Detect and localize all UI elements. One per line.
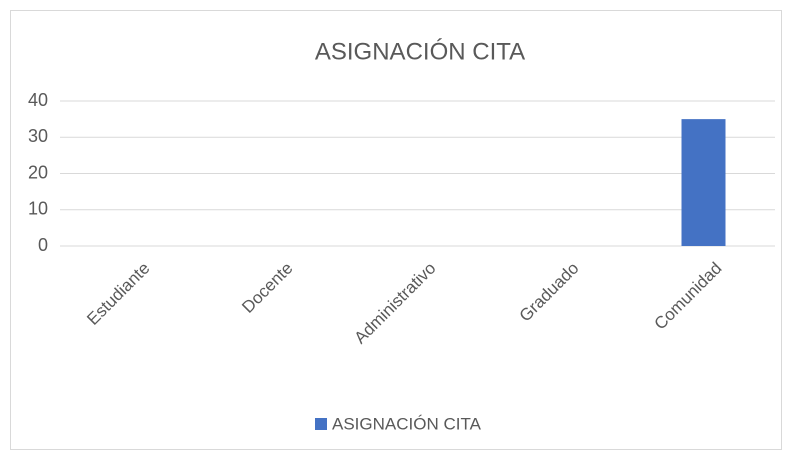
chart-border: [10, 10, 782, 450]
y-tick-label: 20: [28, 162, 48, 182]
y-tick-label: 10: [28, 199, 48, 219]
legend-swatch: [315, 418, 327, 430]
y-tick-label: 30: [28, 126, 48, 146]
legend-label: ASIGNACIÓN CITA: [332, 414, 482, 433]
chart-title: ASIGNACIÓN CITA: [315, 38, 525, 65]
bar: [681, 119, 726, 246]
y-tick-label: 40: [28, 90, 48, 110]
y-tick-label: 0: [38, 235, 48, 255]
